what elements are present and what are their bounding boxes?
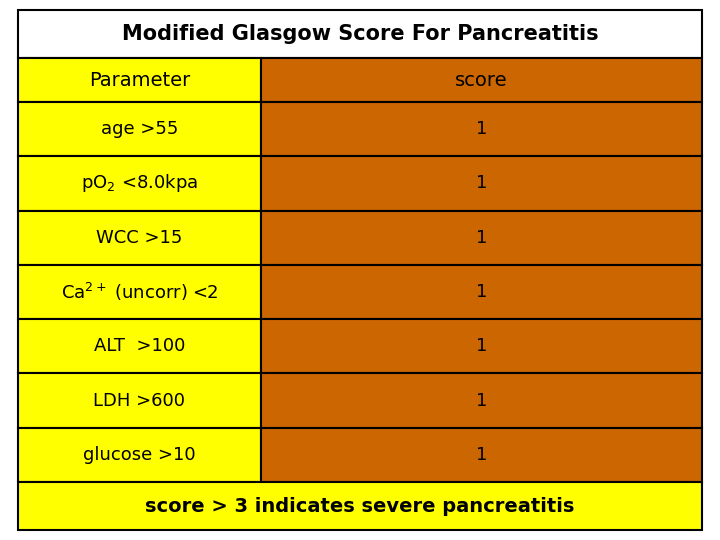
Text: 1: 1: [476, 229, 487, 247]
Bar: [18, 265, 261, 319]
Text: 1: 1: [476, 446, 487, 464]
Bar: [261, 319, 702, 374]
Bar: [261, 374, 702, 428]
Text: LDH >600: LDH >600: [94, 392, 186, 409]
Text: pO$_2$ <8.0kpa: pO$_2$ <8.0kpa: [81, 172, 198, 194]
Text: 1: 1: [476, 392, 487, 409]
Bar: [18, 211, 261, 265]
Bar: [18, 58, 261, 102]
Bar: [261, 211, 702, 265]
Text: score: score: [455, 71, 508, 90]
Bar: [18, 374, 261, 428]
Bar: [261, 428, 702, 482]
Text: ALT  >100: ALT >100: [94, 338, 185, 355]
Bar: [18, 319, 261, 374]
Bar: [18, 102, 261, 156]
Bar: [18, 428, 261, 482]
Text: 1: 1: [476, 338, 487, 355]
Bar: [261, 58, 702, 102]
Text: score > 3 indicates severe pancreatitis: score > 3 indicates severe pancreatitis: [145, 496, 575, 516]
Text: WCC >15: WCC >15: [96, 229, 183, 247]
Bar: [261, 265, 702, 319]
Bar: [261, 156, 702, 211]
Bar: [18, 156, 261, 211]
Text: 1: 1: [476, 174, 487, 192]
Text: 1: 1: [476, 120, 487, 138]
Bar: [18, 10, 702, 58]
Text: Modified Glasgow Score For Pancreatitis: Modified Glasgow Score For Pancreatitis: [122, 24, 598, 44]
Text: Ca$^{2+}$ (uncorr) <2: Ca$^{2+}$ (uncorr) <2: [60, 281, 218, 303]
Bar: [261, 102, 702, 156]
Text: age >55: age >55: [101, 120, 178, 138]
Bar: [18, 482, 702, 530]
Text: 1: 1: [476, 283, 487, 301]
Text: glucose >10: glucose >10: [83, 446, 196, 464]
Text: Parameter: Parameter: [89, 71, 190, 90]
